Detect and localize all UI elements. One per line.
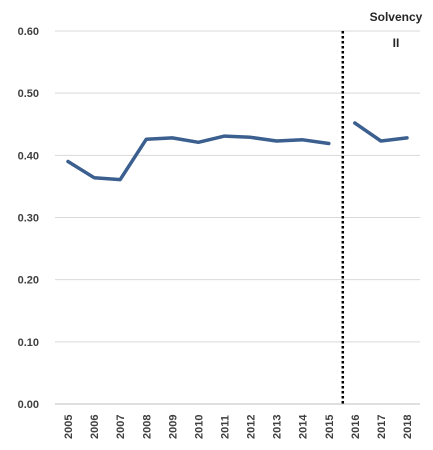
x-tick-label: 2011 <box>219 415 231 439</box>
series-lines <box>66 121 409 182</box>
x-tick-label: 2009 <box>167 415 179 439</box>
x-tick-label: 2016 <box>350 415 362 439</box>
series-line <box>66 134 331 182</box>
x-axis-ticks: 2005 2006 2007 2008 2009 2010 2011 2012 2013 2014… <box>63 414 414 439</box>
x-tick-label: 2005 <box>63 415 75 439</box>
series-line <box>353 121 409 143</box>
x-tick-label: 2015 <box>324 415 336 439</box>
y-tick-label: 0.30 <box>18 213 39 225</box>
x-tick-label: 2006 <box>89 415 101 439</box>
x-tick-label: 2017 <box>376 415 388 439</box>
y-tick-label: 0.60 <box>18 26 39 38</box>
x-tick-label: 2007 <box>115 415 127 439</box>
annotation-label-line2: II <box>393 36 400 50</box>
y-tick-label: 0.40 <box>18 150 39 162</box>
y-tick-label: 0.10 <box>18 337 39 349</box>
y-tick-label: 0.20 <box>18 275 39 287</box>
x-tick-label: 2010 <box>193 415 205 439</box>
x-tick-label: 2008 <box>141 415 153 439</box>
y-tick-label: 0.00 <box>18 399 39 411</box>
x-tick-label: 2014 <box>298 414 310 439</box>
y-axis-ticks: 0.00 0.10 0.20 0.30 0.40 0.50 0.60 <box>18 26 39 411</box>
x-tick-label: 2012 <box>246 415 258 439</box>
x-tick-label: 2018 <box>402 415 414 439</box>
y-tick-label: 0.50 <box>18 88 39 100</box>
annotation-label-line1: Solvency <box>370 10 423 24</box>
x-tick-label: 2013 <box>272 415 284 439</box>
gridlines <box>55 30 420 343</box>
